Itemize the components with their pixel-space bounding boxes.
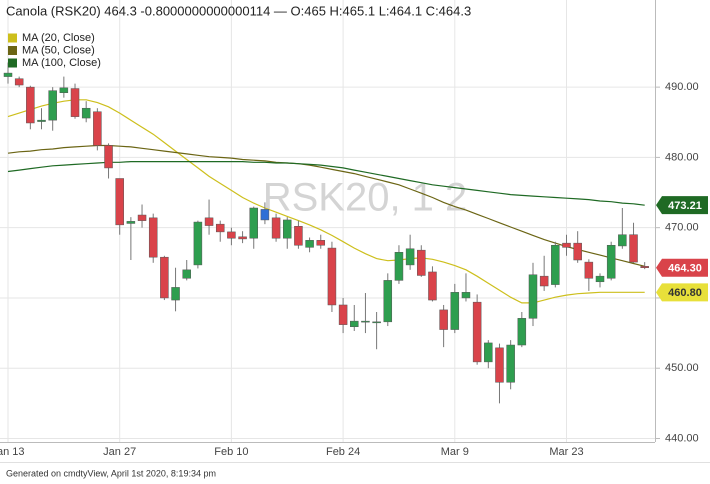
candle-body (148, 217, 158, 258)
candle-body (461, 292, 471, 299)
candle-body (227, 231, 236, 239)
plot (3, 62, 649, 404)
candle-body (283, 219, 292, 239)
x-tick-label: Mar 23 (549, 446, 583, 458)
y-tick-label: 450.00 (665, 362, 699, 374)
candle-body (93, 111, 102, 146)
x-tick-label: Jan 27 (103, 446, 136, 458)
candle-body (70, 88, 80, 117)
candle-body (126, 221, 136, 224)
y-tick-label: 480.00 (665, 151, 699, 163)
candle-body (37, 119, 46, 122)
candle-body (215, 223, 225, 233)
candle-body (629, 234, 638, 263)
candle-body (528, 274, 538, 319)
moving-average-line (7, 161, 645, 206)
candle-body (171, 287, 180, 301)
candle-body (495, 347, 504, 383)
candle-body (327, 247, 337, 306)
candle-body (182, 269, 191, 279)
candle-body (59, 87, 69, 94)
candle-body (249, 207, 258, 239)
legend-swatch (8, 58, 17, 68)
legend-swatch (8, 46, 17, 55)
x-tick-label: Jan 13 (0, 446, 25, 458)
x-tick-label: Feb 10 (214, 446, 248, 458)
candle-body (584, 261, 594, 279)
candle-body (294, 226, 303, 246)
candle-body (260, 209, 270, 221)
candle-body (606, 244, 616, 279)
candle-body (14, 78, 24, 86)
x-tick-label: Feb 24 (326, 446, 360, 458)
legend-swatch (8, 33, 17, 43)
legend: MA (20, Close)MA (50, Close)MA (100, Clo… (8, 32, 101, 69)
price-badge (656, 196, 708, 215)
candle-body (137, 214, 147, 221)
candle-body (573, 242, 582, 261)
price-badge-label: 460.80 (668, 287, 702, 299)
candle-body (562, 242, 571, 248)
candle-body (428, 271, 437, 301)
y-tick-label: 490.00 (665, 81, 699, 93)
candle-body (350, 320, 359, 328)
candle-body (204, 217, 214, 226)
candle-body (316, 240, 326, 246)
candle-body (361, 320, 370, 323)
candle-body (539, 275, 549, 287)
candle-body (372, 321, 381, 324)
y-tick-label: 470.00 (665, 222, 699, 234)
price-badge-label: 473.21 (668, 200, 702, 212)
candle-body (618, 234, 627, 247)
candle-body (551, 244, 560, 285)
candle-body (3, 72, 13, 77)
candle-body (104, 145, 113, 169)
candle-body (640, 266, 649, 268)
candle-body (484, 342, 493, 363)
chart-title: Canola (RSK20) 464.3 -0.8000000000000114… (6, 3, 471, 18)
moving-average-line (7, 99, 645, 304)
candle-body (595, 275, 605, 283)
watermark: RSK20, 1 2 (263, 176, 468, 220)
x-tick-label: Mar 9 (441, 446, 469, 458)
candle-body (439, 309, 448, 330)
legend-label: MA (50, Close) (22, 44, 95, 56)
legend-label: MA (20, Close) (22, 32, 95, 44)
price-badge-label: 464.30 (668, 263, 702, 275)
grid (0, 0, 655, 442)
candle-body (405, 248, 415, 266)
moving-average-line (7, 144, 645, 267)
candle-body (338, 304, 348, 325)
legend-label: MA (100, Close) (22, 57, 101, 69)
candle-body (394, 252, 404, 281)
candle-body (115, 178, 124, 226)
candle-body (81, 107, 91, 119)
candle-body (271, 217, 281, 239)
candle-body (417, 249, 426, 276)
candle-body (238, 236, 247, 240)
candle-body (305, 240, 314, 248)
candle-body (48, 90, 57, 121)
candle-body (472, 301, 482, 363)
y-tick-label: 440.00 (665, 432, 699, 444)
candle-body (450, 292, 460, 330)
candle-body (383, 280, 393, 323)
candle-body (517, 318, 527, 346)
candle-body (193, 221, 203, 266)
price-badge (656, 283, 708, 302)
candle-body (26, 86, 35, 124)
candle-body (160, 256, 169, 299)
price-badge (656, 258, 708, 277)
footer: Generated on cmdtyView, April 1st 2020, … (6, 468, 216, 478)
candle-body (506, 344, 515, 383)
